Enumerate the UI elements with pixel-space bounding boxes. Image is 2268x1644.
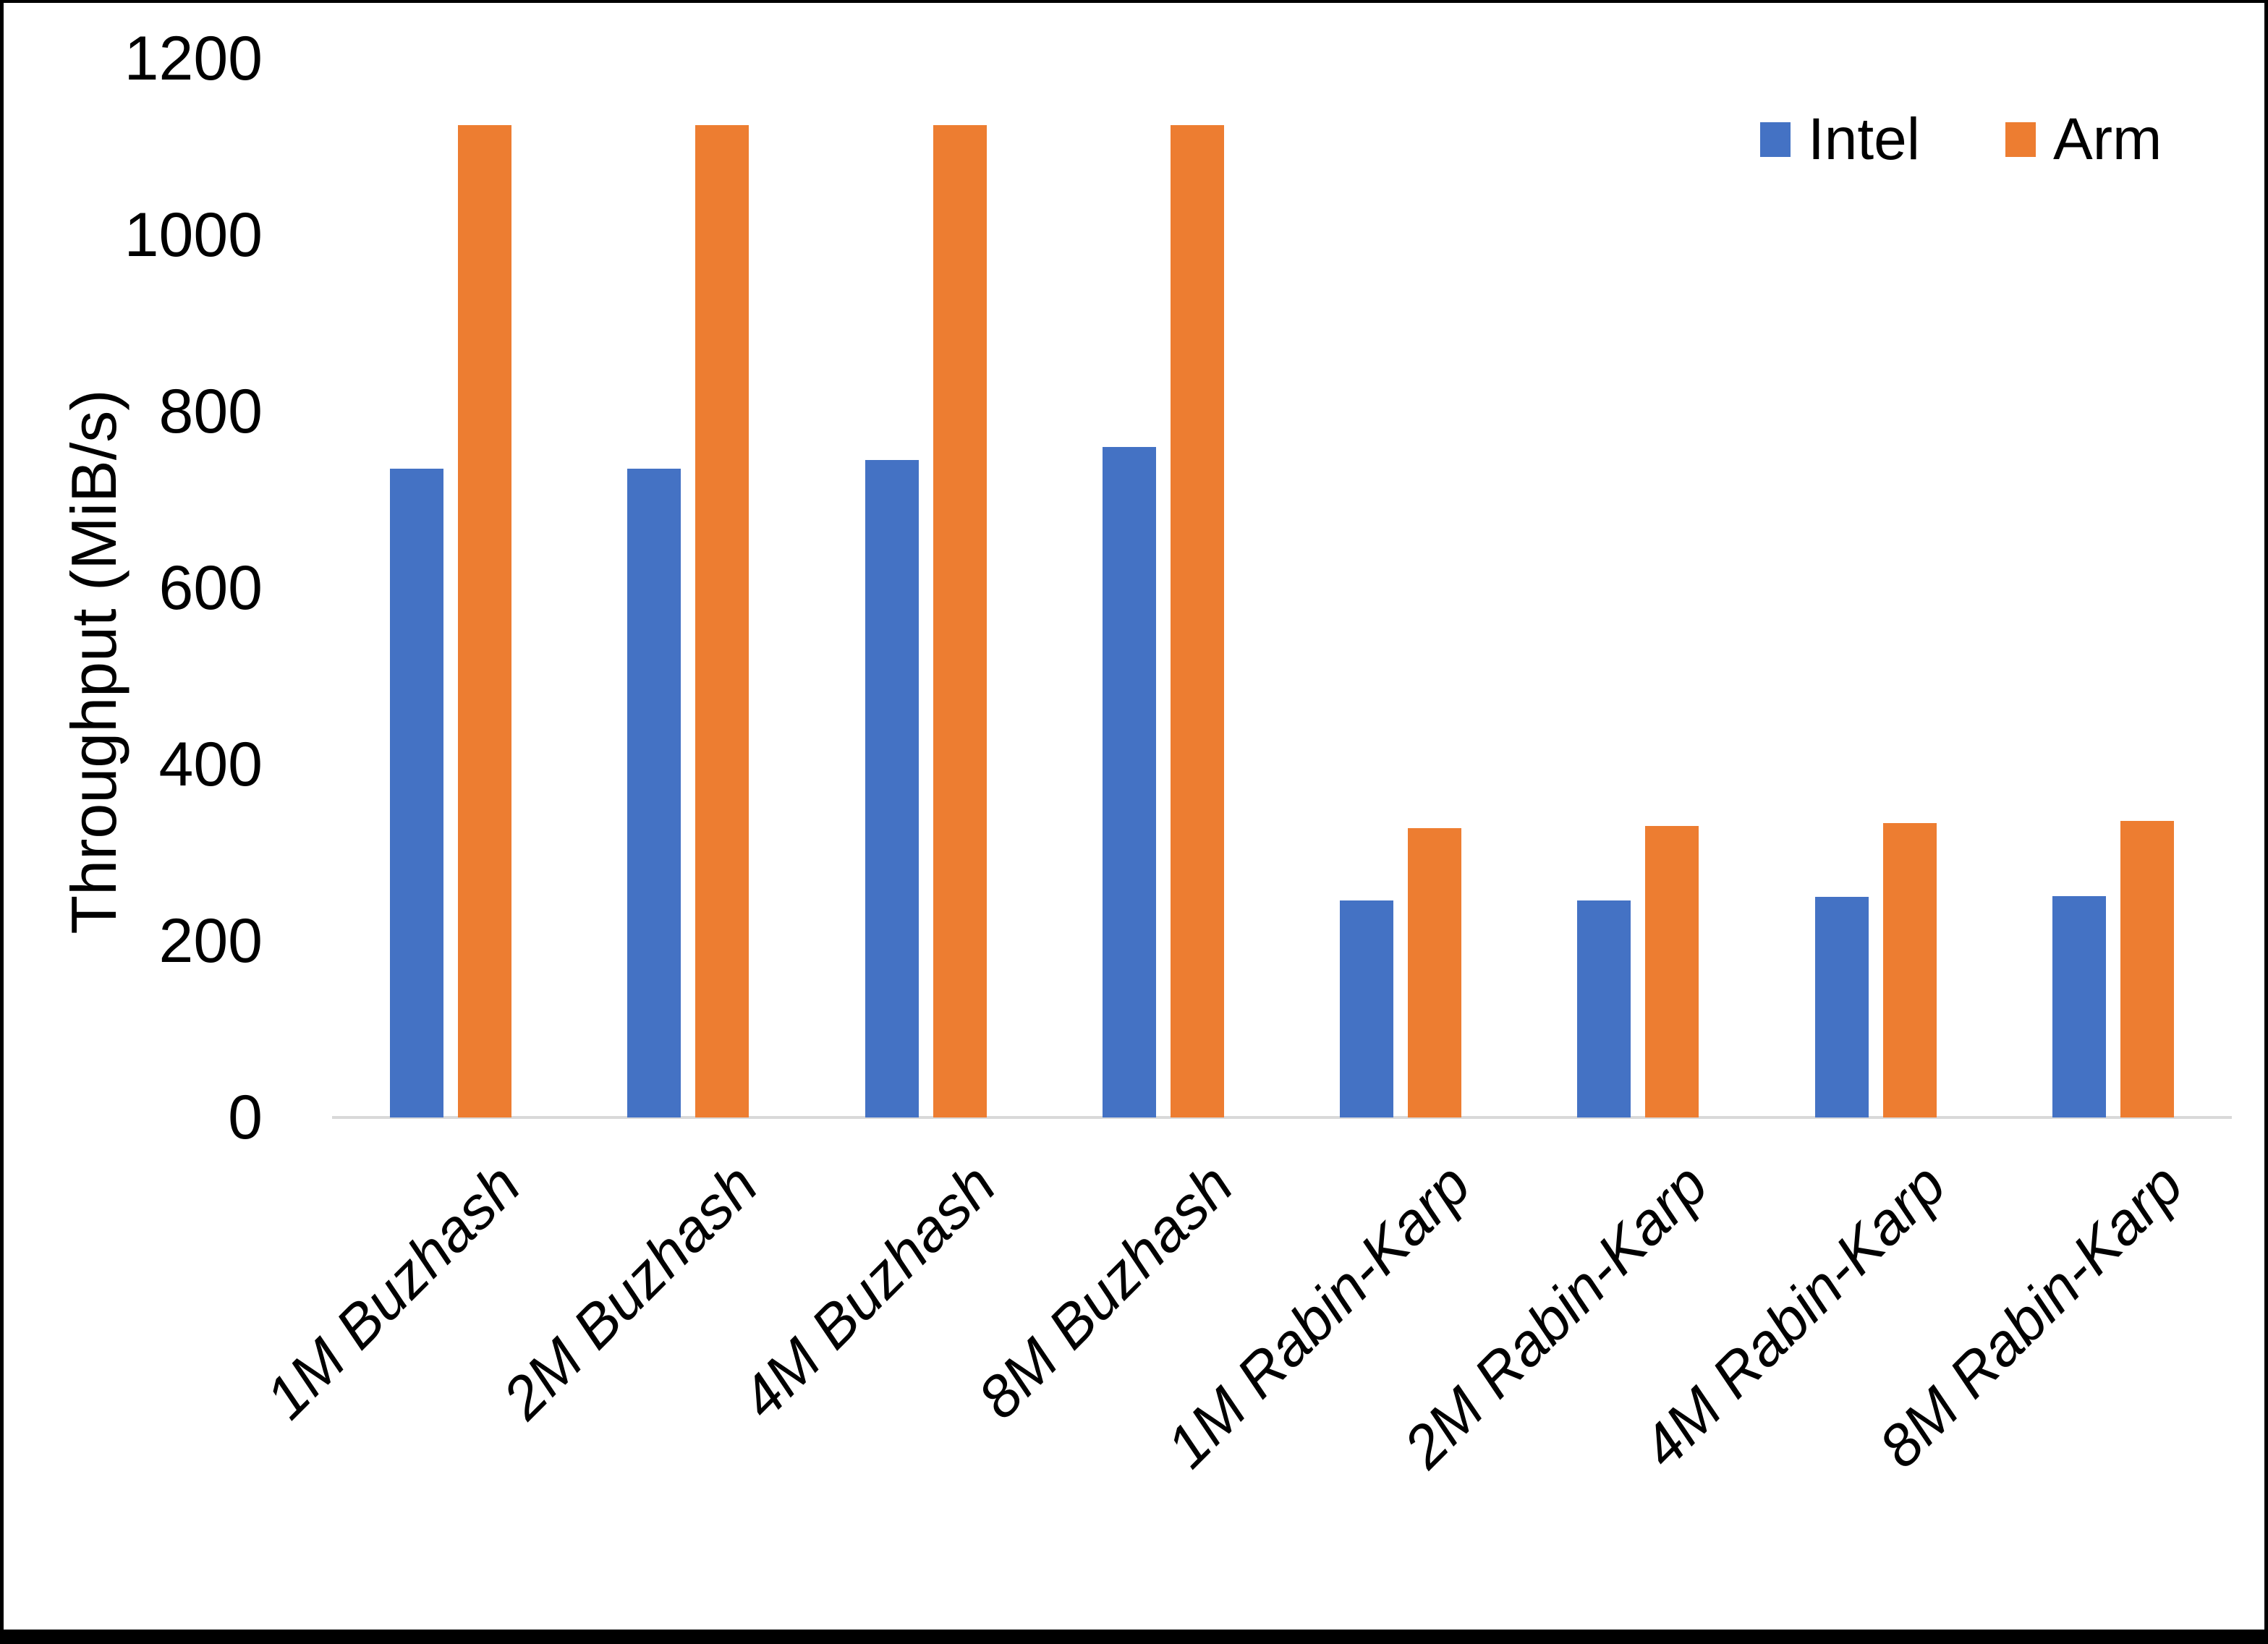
bar-arm-4m-rabin-karp (1882, 822, 1937, 1117)
x-label-2m-buzhash: 2M Buzhash (490, 1151, 771, 1432)
legend-item-arm: Arm (2005, 110, 2162, 169)
bar-intel-4m-rabin-karp (1814, 897, 1869, 1117)
bar-intel-1m-rabin-karp (1340, 900, 1394, 1117)
x-label-2m-rabin-karp: 2M Rabin-Karp (1391, 1151, 1721, 1481)
bar-intel-8m-rabin-karp (2052, 895, 2106, 1117)
y-tick-0: 0 (228, 1083, 263, 1152)
bar-arm-8m-buzhash (1170, 124, 1224, 1117)
bottom-border-bar (4, 1630, 2264, 1644)
bar-arm-2m-rabin-karp (1645, 826, 1699, 1117)
bar-arm-1m-buzhash (458, 124, 512, 1117)
y-tick-600: 600 (158, 553, 263, 623)
bar-arm-1m-rabin-karp (1408, 827, 1462, 1117)
x-label-4m-buzhash: 4M Buzhash (728, 1151, 1008, 1432)
legend: Intel Arm (1760, 110, 2162, 169)
bar-intel-1m-buzhash (390, 469, 444, 1117)
x-label-1m-buzhash: 1M Buzhash (253, 1151, 533, 1432)
legend-item-intel: Intel (1760, 110, 1920, 169)
bar-intel-4m-buzhash (865, 460, 919, 1117)
y-tick-400: 400 (158, 730, 263, 799)
bar-arm-2m-buzhash (695, 124, 749, 1117)
bar-intel-2m-rabin-karp (1577, 900, 1631, 1117)
x-label-4m-rabin-karp: 4M Rabin-Karp (1629, 1151, 1958, 1481)
x-label-8m-rabin-karp: 8M Rabin-Karp (1866, 1151, 2196, 1481)
y-tick-800: 800 (158, 377, 263, 446)
y-tick-200: 200 (158, 906, 263, 976)
bar-intel-8m-buzhash (1102, 446, 1156, 1117)
bar-intel-2m-buzhash (627, 469, 681, 1117)
x-axis-line (332, 1116, 2232, 1119)
bar-arm-4m-buzhash (933, 124, 987, 1117)
legend-swatch-arm (2005, 122, 2036, 157)
legend-swatch-intel (1760, 122, 1791, 157)
x-label-8m-buzhash: 8M Buzhash (965, 1151, 1246, 1432)
legend-label-intel: Intel (1808, 106, 1920, 172)
legend-label-arm: Arm (2053, 106, 2162, 172)
x-label-1m-rabin-karp: 1M Rabin-Karp (1154, 1151, 1483, 1481)
y-tick-1000: 1000 (124, 200, 263, 270)
y-tick-1200: 1200 (124, 24, 263, 93)
bar-arm-8m-rabin-karp (2120, 821, 2174, 1117)
